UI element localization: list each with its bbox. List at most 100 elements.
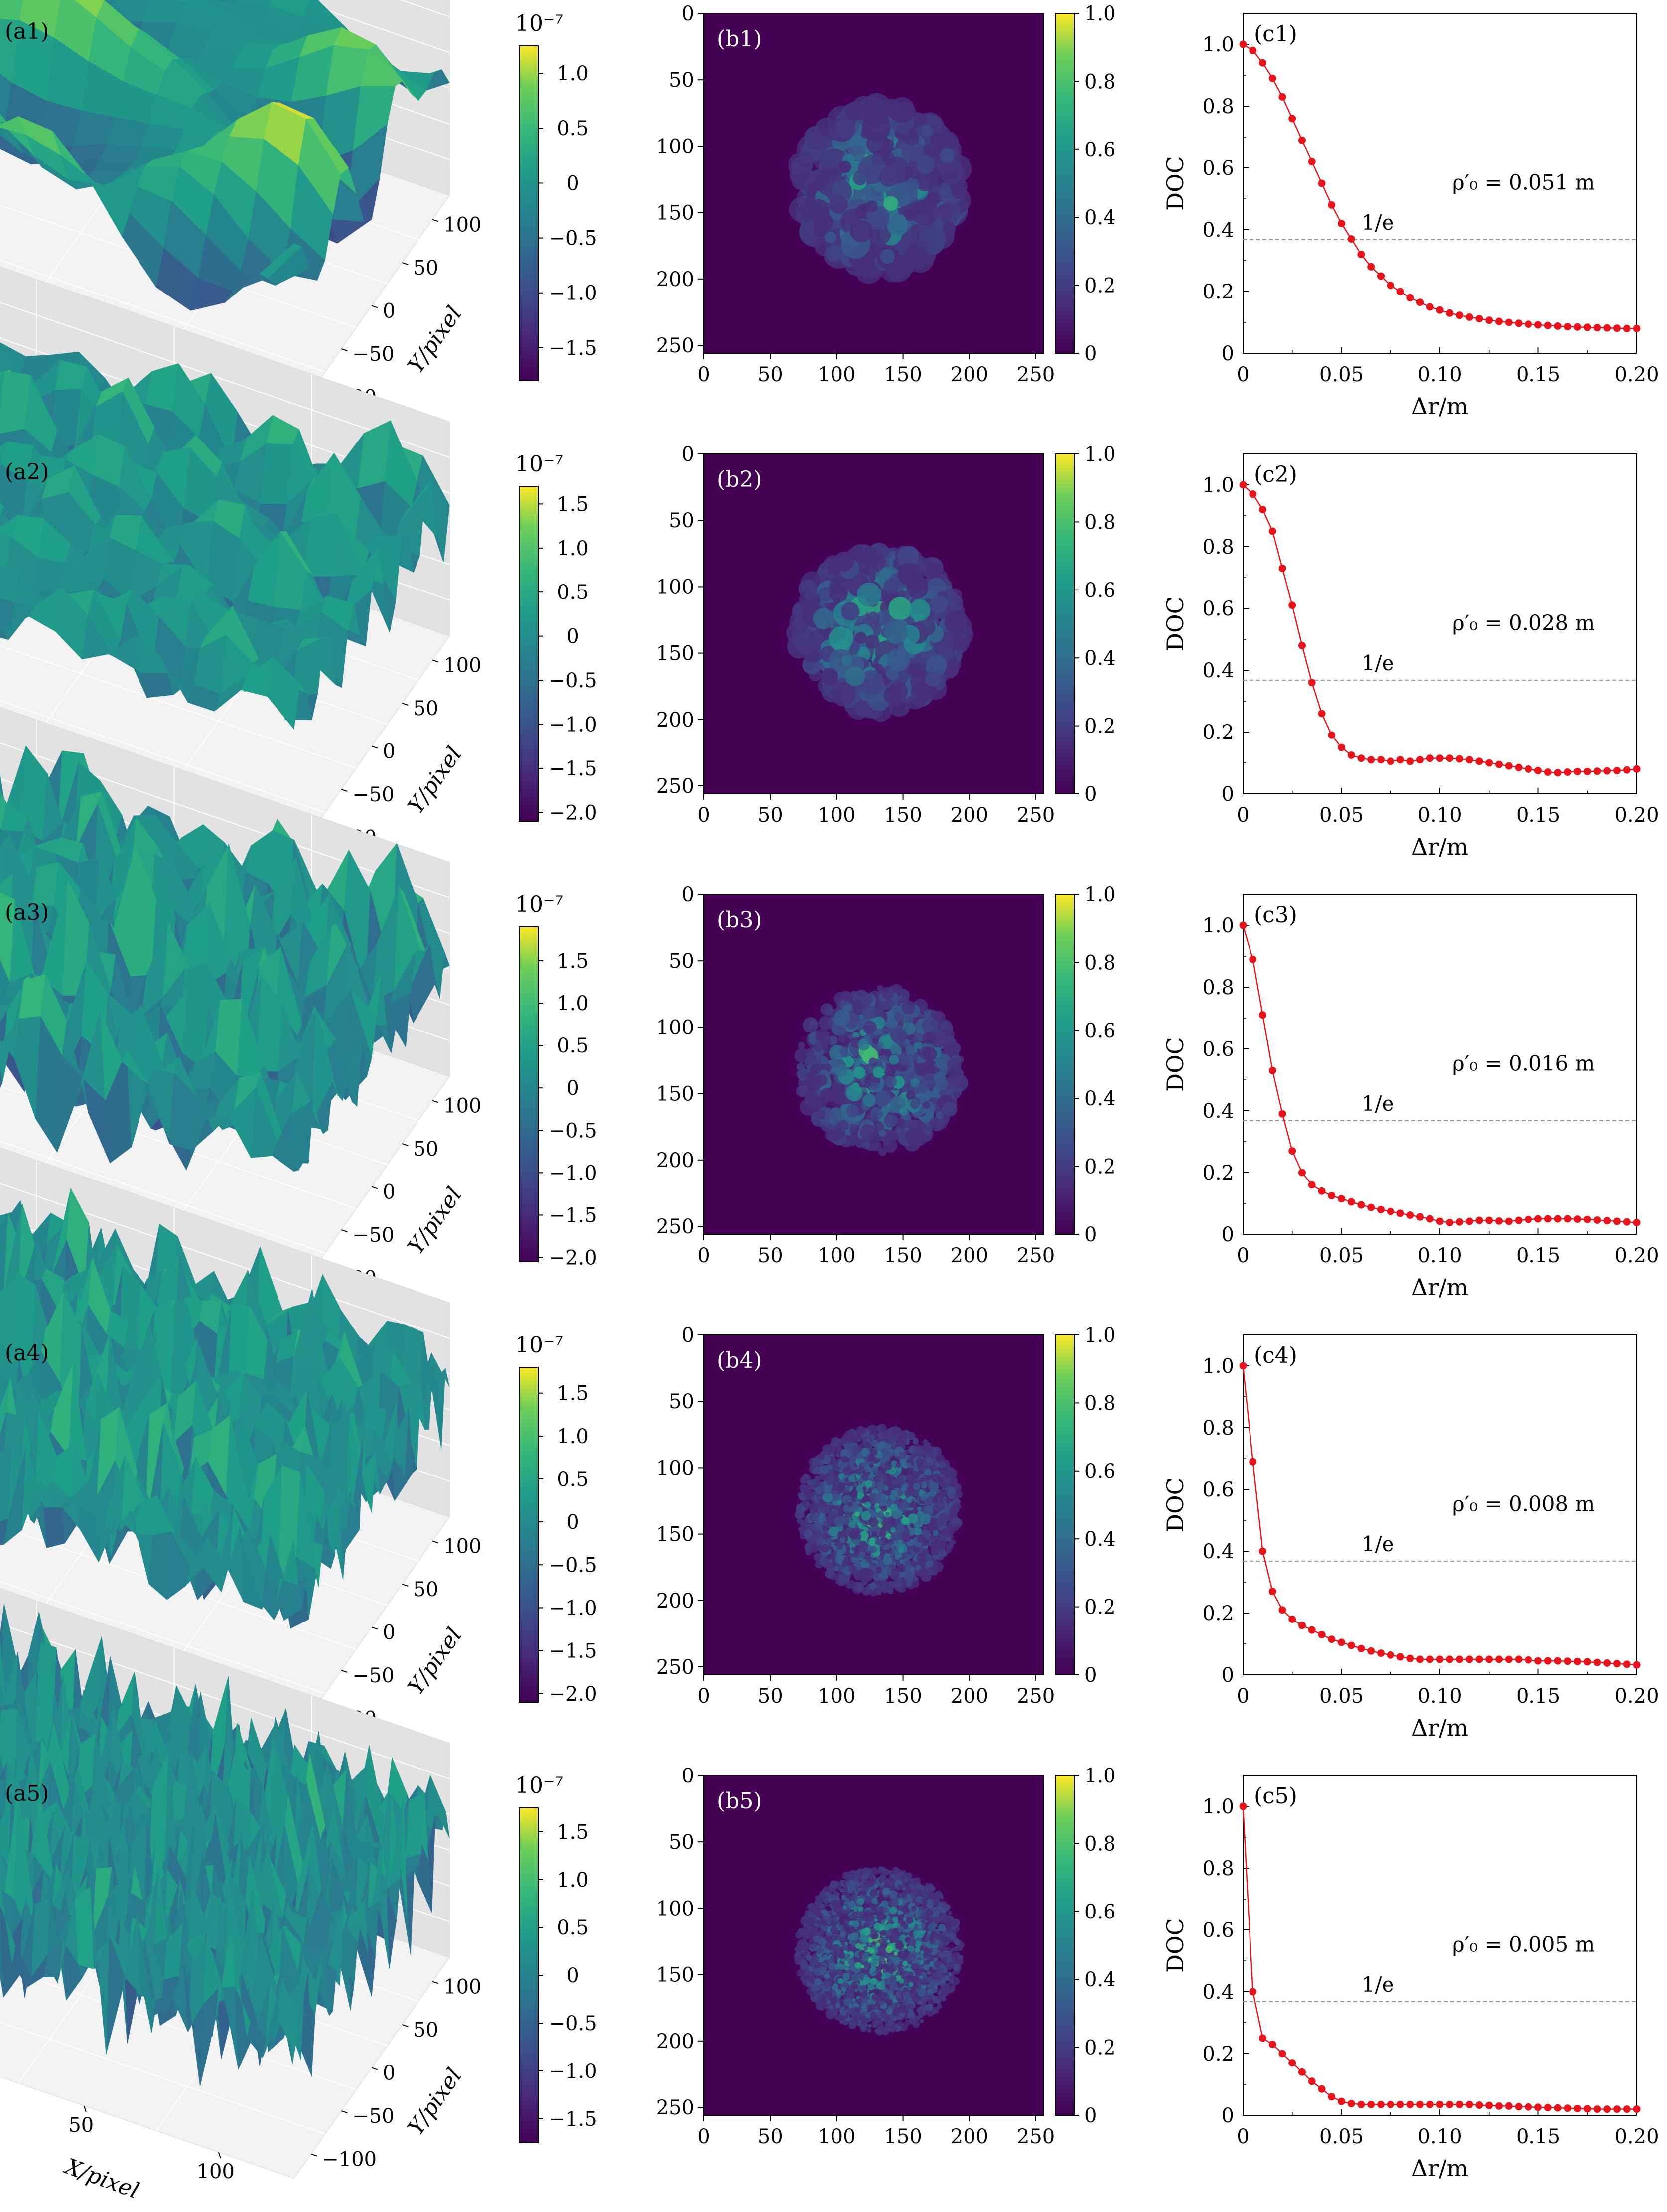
speckle-grain bbox=[832, 682, 856, 707]
doc-point bbox=[1564, 323, 1572, 331]
speckle-grain bbox=[827, 561, 841, 575]
y-tick-label: 100 bbox=[656, 576, 694, 598]
y-tick-label: 0 bbox=[1222, 783, 1234, 806]
y-tick bbox=[341, 1229, 348, 1233]
y-tick-label: 50 bbox=[669, 950, 694, 973]
doc-point bbox=[1613, 1217, 1621, 1225]
doc-point bbox=[1416, 298, 1424, 306]
colorbar-tick-label: 0.4 bbox=[1084, 1087, 1116, 1110]
speckle-grain bbox=[921, 125, 933, 137]
doc-point bbox=[1406, 1211, 1414, 1219]
speckle-grain bbox=[880, 249, 895, 264]
doc-point bbox=[1623, 766, 1631, 774]
doc-point bbox=[1465, 1217, 1473, 1225]
y-tick-label: 0.2 bbox=[1202, 1162, 1234, 1184]
speckle-grain bbox=[874, 1090, 891, 1107]
speckle-plot: 0 0 50 50 100 100 150 150 200 200 250 250 (b3) 1.0 0.8… bbox=[656, 884, 1116, 1267]
speckle-grain bbox=[853, 1066, 866, 1079]
y-tick-label: 1.0 bbox=[1202, 33, 1234, 56]
speckle-grain bbox=[854, 632, 867, 644]
doc-point bbox=[1554, 769, 1562, 777]
colorbar-tick-label: 0.8 bbox=[1084, 951, 1116, 974]
doc-point bbox=[1593, 767, 1601, 775]
speckle-grain bbox=[859, 992, 873, 1006]
doc-point bbox=[1456, 755, 1463, 763]
x-tick-label: 150 bbox=[884, 1244, 922, 1267]
y-tick-label: 0 bbox=[383, 300, 395, 323]
image-frame bbox=[703, 13, 1044, 354]
colorbar-exponent: 10⁻⁷ bbox=[515, 892, 563, 917]
colorbar-tick-label: 0.4 bbox=[1084, 206, 1116, 229]
doc-point bbox=[1426, 1215, 1434, 1223]
y-tick-label: 150 bbox=[656, 642, 694, 665]
colorbar-tick-label: −1.0 bbox=[549, 713, 597, 736]
doc-point bbox=[1268, 527, 1276, 535]
surface-facet bbox=[259, 243, 302, 279]
y-tick bbox=[432, 219, 439, 222]
doc-point bbox=[1278, 93, 1286, 101]
colorbar-tick-label: −2.0 bbox=[549, 1246, 597, 1269]
doc-point bbox=[1288, 115, 1296, 123]
doc-point bbox=[1495, 317, 1503, 325]
y-tick bbox=[371, 305, 378, 308]
doc-plot: 0 0.05 0.10 0.15 0.20 0 0.2 0.4 0.6 0.8 1.0 1/e ρ′₀ … bbox=[1162, 894, 1659, 1301]
speckle-grain bbox=[889, 1054, 899, 1065]
doc-point bbox=[1505, 762, 1513, 770]
colorbar-tick-label: 0.6 bbox=[1084, 139, 1116, 161]
doc-point bbox=[1583, 323, 1591, 331]
speckle-grain bbox=[860, 1124, 877, 1142]
speckle-grain bbox=[825, 231, 836, 244]
doc-point bbox=[1347, 751, 1355, 759]
doc-point bbox=[1278, 564, 1286, 572]
y-tick-label: 0.6 bbox=[1202, 157, 1234, 180]
colorbar-exponent: 10⁻⁷ bbox=[515, 11, 563, 36]
x-tick-label: 0.20 bbox=[1614, 1244, 1659, 1267]
doc-point bbox=[1456, 311, 1463, 319]
panel-label: (c2) bbox=[1254, 462, 1297, 487]
speckle-grain bbox=[865, 200, 878, 213]
y-tick-label: 0.4 bbox=[1202, 219, 1234, 242]
y-tick-label: 0.2 bbox=[1202, 721, 1234, 744]
colorbar bbox=[519, 486, 539, 822]
speckle-grain bbox=[949, 1066, 962, 1079]
speckle-grain bbox=[852, 170, 868, 185]
colorbar bbox=[1055, 894, 1075, 1235]
speckle-grain bbox=[903, 245, 926, 268]
speckle-grain bbox=[943, 1042, 955, 1054]
doc-point bbox=[1446, 754, 1454, 762]
y-tick-label: 100 bbox=[443, 1095, 481, 1118]
speckle-grain bbox=[789, 197, 815, 223]
speckle-grain bbox=[904, 1014, 914, 1023]
doc-point bbox=[1623, 324, 1631, 332]
speckle-grain bbox=[935, 1111, 944, 1119]
x-tick-label: 0.10 bbox=[1417, 363, 1462, 386]
x-tick-label: 250 bbox=[1017, 363, 1055, 386]
doc-point bbox=[1603, 1217, 1611, 1225]
y-tick-label: 200 bbox=[656, 1149, 694, 1172]
y-tick-label: 100 bbox=[443, 654, 481, 677]
speckle-grain bbox=[857, 582, 881, 607]
speckle-grain bbox=[837, 1120, 849, 1131]
doc-point bbox=[1613, 324, 1621, 332]
doc-point bbox=[1436, 1217, 1444, 1225]
speckle-grain bbox=[847, 1137, 857, 1146]
surface-mesh bbox=[0, 0, 450, 311]
x-tick-label: 50 bbox=[758, 363, 783, 386]
x-tick-label: 0.15 bbox=[1516, 804, 1560, 827]
doc-point bbox=[1308, 679, 1316, 687]
colorbar-tick-label: 0.2 bbox=[1084, 1156, 1116, 1179]
y-tick bbox=[432, 1100, 439, 1103]
y-tick-label: 50 bbox=[669, 509, 694, 532]
speckle-grain bbox=[820, 1003, 834, 1016]
y-tick-label: 250 bbox=[656, 334, 694, 357]
colorbar-tick-label: 0 bbox=[566, 625, 579, 648]
speckle-grain bbox=[836, 1088, 844, 1096]
speckle-grain bbox=[866, 132, 890, 155]
threshold-label: 1/e bbox=[1362, 651, 1394, 675]
speckle-grain bbox=[881, 99, 901, 118]
speckle-grain bbox=[806, 130, 827, 150]
speckle-grain bbox=[816, 1110, 826, 1120]
speckle-grain bbox=[915, 172, 935, 191]
speckle-grain bbox=[910, 1099, 920, 1109]
y-tick-label: 0 bbox=[682, 884, 694, 906]
